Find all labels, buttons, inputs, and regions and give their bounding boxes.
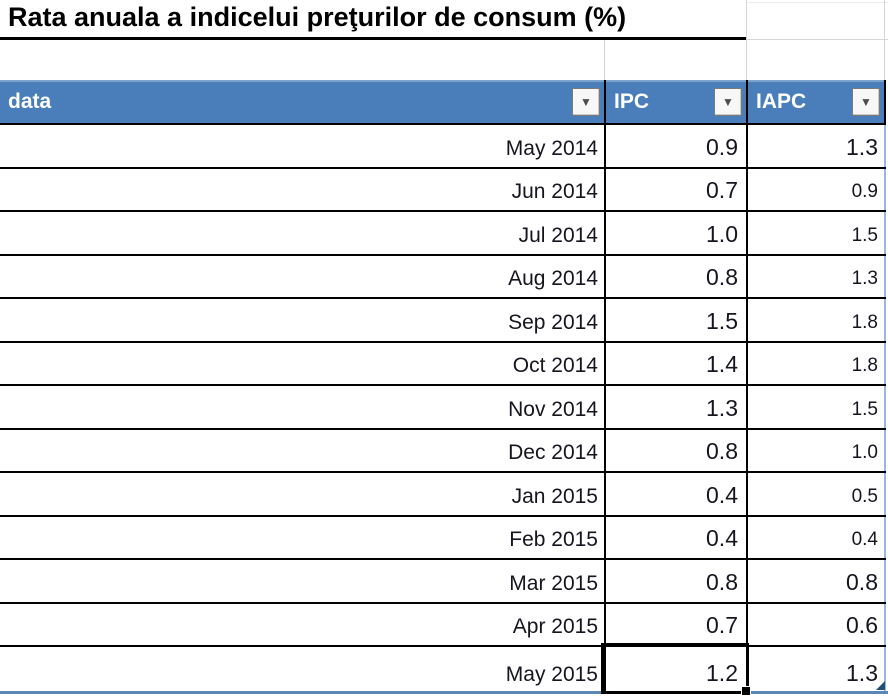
table-resize-handle[interactable] <box>876 681 885 690</box>
cell-data[interactable]: Oct 2014 <box>512 354 598 377</box>
cell-ipc[interactable]: 1.4 <box>604 342 746 384</box>
cell-data[interactable]: Jun 2014 <box>511 180 598 203</box>
cell-data[interactable]: Nov 2014 <box>508 397 598 421</box>
cell-iapc[interactable]: 1.8 <box>746 342 886 384</box>
table-bottom-border <box>0 691 888 694</box>
gridline <box>746 2 888 3</box>
cell-iapc[interactable]: 1.3 <box>746 125 886 167</box>
chevron-down-icon: ▼ <box>860 94 872 109</box>
filter-dropdown-button[interactable]: ▼ <box>714 87 742 116</box>
cell-data[interactable]: Feb 2015 <box>509 528 598 551</box>
cell-data[interactable]: Sep 2014 <box>508 310 598 334</box>
column-header-data[interactable]: data ▼ <box>0 80 604 123</box>
filter-dropdown-button[interactable]: ▼ <box>572 87 600 116</box>
cell-data[interactable]: Apr 2015 <box>512 615 598 638</box>
fill-handle[interactable] <box>741 686 751 696</box>
column-header-label: data <box>8 89 52 113</box>
cell-ipc[interactable]: 0.8 <box>604 560 746 602</box>
cell-ipc[interactable]: 0.8 <box>604 429 746 471</box>
table-body: May 2014 0.9 1.3 Jun 2014 0.7 0.9 Jul 2014 1.0 1… <box>0 125 886 693</box>
cell-ipc[interactable]: 0.7 <box>604 168 746 210</box>
cell-iapc[interactable]: 0.6 <box>746 603 886 645</box>
cell-ipc[interactable]: 0.4 <box>604 473 746 515</box>
cell-ipc[interactable]: 0.8 <box>604 255 746 297</box>
cell-iapc[interactable]: 1.3 <box>746 255 886 297</box>
table-row: May 2015 1.2 1.3 <box>0 647 886 693</box>
page-title: Rata anuala a indicelui preţurilor de co… <box>8 2 627 32</box>
cell-iapc[interactable]: 1.8 <box>746 299 886 341</box>
table-row: Aug 2014 0.8 1.3 <box>0 255 886 299</box>
cell-data[interactable]: Mar 2015 <box>509 571 598 595</box>
cell-data[interactable]: Jul 2014 <box>518 223 598 247</box>
selected-cell-outline[interactable] <box>601 643 751 696</box>
table-row: Dec 2014 0.8 1.0 <box>0 429 886 473</box>
cell-iapc[interactable]: 1.0 <box>746 429 886 471</box>
cell-iapc[interactable]: 0.5 <box>746 473 886 515</box>
cell-data[interactable]: May 2015 <box>505 662 598 686</box>
cell-iapc[interactable]: 0.8 <box>746 560 886 602</box>
table-row: Nov 2014 1.3 1.5 <box>0 386 886 430</box>
table-row: Jul 2014 1.0 1.5 <box>0 212 886 256</box>
column-header-iapc[interactable]: IAPC ▼ <box>746 80 886 123</box>
table-row: Sep 2014 1.5 1.8 <box>0 299 886 343</box>
cell-iapc[interactable]: 1.5 <box>746 212 886 254</box>
table-row: Oct 2014 1.4 1.8 <box>0 342 886 386</box>
cell-ipc[interactable]: 0.4 <box>604 516 746 558</box>
column-header-ipc[interactable]: IPC ▼ <box>604 80 746 123</box>
cell-ipc[interactable]: 1.5 <box>604 299 746 341</box>
chevron-down-icon: ▼ <box>722 94 734 109</box>
table-row: Jan 2015 0.4 0.5 <box>0 473 886 517</box>
gridline <box>604 40 605 80</box>
cell-data[interactable]: Dec 2014 <box>508 441 598 464</box>
chevron-down-icon: ▼ <box>580 94 592 109</box>
gridline <box>884 0 885 80</box>
cell-ipc[interactable]: 0.7 <box>604 603 746 645</box>
column-header-label: IPC <box>614 89 650 113</box>
cell-data[interactable]: Jan 2015 <box>511 484 598 508</box>
cell-ipc[interactable]: 1.3 <box>604 386 746 428</box>
table-row: Mar 2015 0.8 0.8 <box>0 560 886 604</box>
table-row: May 2014 0.9 1.3 <box>0 125 886 169</box>
table-header-row: data ▼ IPC ▼ IAPC ▼ <box>0 80 886 125</box>
cell-data[interactable]: Aug 2014 <box>508 267 598 290</box>
cell-ipc[interactable]: 1.0 <box>604 212 746 254</box>
cell-iapc[interactable]: 1.5 <box>746 386 886 428</box>
cell-ipc[interactable]: 1.2 <box>604 647 746 693</box>
title-bottom-border <box>0 37 746 40</box>
cell-ipc[interactable]: 0.9 <box>604 125 746 167</box>
column-header-label: IAPC <box>756 89 807 113</box>
cell-iapc[interactable]: 0.4 <box>746 516 886 558</box>
cell-iapc[interactable]: 1.3 <box>746 647 886 693</box>
table-row: Apr 2015 0.7 0.6 <box>0 603 886 647</box>
gridline <box>746 0 747 80</box>
cell-iapc[interactable]: 0.9 <box>746 168 886 210</box>
table-row: Feb 2015 0.4 0.4 <box>0 516 886 560</box>
gridline <box>746 39 888 40</box>
cell-data[interactable]: May 2014 <box>505 136 598 160</box>
table-row: Jun 2014 0.7 0.9 <box>0 168 886 212</box>
filter-dropdown-button[interactable]: ▼ <box>852 87 880 116</box>
